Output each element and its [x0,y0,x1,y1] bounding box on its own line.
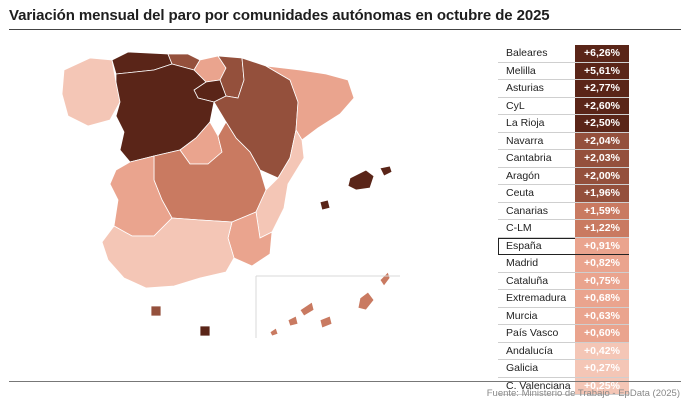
table-row: C-LM +1,22% [498,220,629,238]
region-name: Aragón [506,169,540,182]
region-value: +1,96% [575,185,629,202]
table-row: España +0,91% [498,237,629,255]
region-catalu-a [265,65,355,141]
region-name: Madrid [506,257,539,269]
table-row: Navarra +2,04% [498,132,629,150]
region-value: +1,22% [575,220,629,237]
table-row: Extremadura +0,68% [498,290,629,308]
region-name: Canarias [506,204,549,217]
table-row: Aragón +2,00% [498,167,629,185]
region-value: +0,60% [575,325,629,342]
table-row: Andalucía +0,42% [498,342,629,360]
region-value: +2,03% [575,150,629,167]
table-row: Canarias +1,59% [498,202,629,220]
region-name: Andalucía [506,344,553,357]
region-name: La Rioja [506,117,545,129]
region-melilla [199,325,211,337]
region-name: Navarra [506,134,544,147]
region-value: +2,50% [575,115,629,132]
region-value: +2,04% [575,132,629,149]
region-andaluc-a [101,217,235,289]
table-row: La Rioja +2,50% [498,115,629,133]
region-value: +0,63% [575,307,629,324]
table-row: Madrid +0,82% [498,255,629,273]
source-note: Fuente: Ministerio de Trabajo - EpData (… [486,388,680,399]
region-name: Melilla [506,64,536,77]
region-value: +0,68% [575,290,629,307]
region-value: +0,75% [575,272,629,289]
region-value: +6,26% [575,45,629,62]
table-row: CyL +2,60% [498,97,629,115]
region-value: +5,61% [575,62,629,79]
region-name: C. Valenciana [506,379,571,392]
region-ceuta [150,305,162,317]
region-name: C-LM [506,222,532,234]
ranking-table: Baleares +6,26% Melilla +5,61% Asturias +2,77… [498,45,629,395]
region-name: Ceuta [506,187,535,199]
table-row: Asturias +2,77% [498,80,629,98]
region-value: +0,42% [575,342,629,359]
region-name: Cantabria [506,152,552,164]
region-c-valenciana [255,128,305,239]
region-value: +0,91% [575,237,629,254]
table-row: Baleares +6,26% [498,45,629,63]
region-baleares [319,165,393,211]
canarias-inset-frame [255,275,400,338]
table-row: Cataluña +0,75% [498,272,629,290]
region-galicia [61,57,121,127]
region-value: +0,82% [575,255,629,272]
region-name: País Vasco [506,327,559,339]
table-row: Galicia +0,27% [498,360,629,378]
region-value: +0,27% [575,360,629,377]
region-name: Murcia [506,309,538,322]
footer-divider [9,381,681,382]
region-canarias [269,271,391,337]
region-name: Galicia [506,362,539,374]
region-value: +2,77% [575,80,629,97]
region-name: Cataluña [506,274,549,287]
chart-title: Variación mensual del paro por comunidad… [9,7,550,24]
region-name: Extremadura [506,292,567,304]
table-row: Ceuta +1,96% [498,185,629,203]
spain-choropleth-map [61,51,400,338]
region-value: +1,59% [575,202,629,219]
region-name: España [506,239,542,252]
table-row: País Vasco +0,60% [498,325,629,343]
table-row: C. Valenciana +0,25% [498,377,629,395]
table-row: Melilla +5,61% [498,62,629,80]
region-name: CyL [506,99,525,112]
region-value: +2,00% [575,167,629,184]
region-name: Baleares [506,47,548,59]
title-divider [9,29,681,30]
table-row: Murcia +0,63% [498,307,629,325]
region-value: +2,60% [575,97,629,114]
table-row: Cantabria +2,03% [498,150,629,168]
region-name: Asturias [506,82,544,94]
